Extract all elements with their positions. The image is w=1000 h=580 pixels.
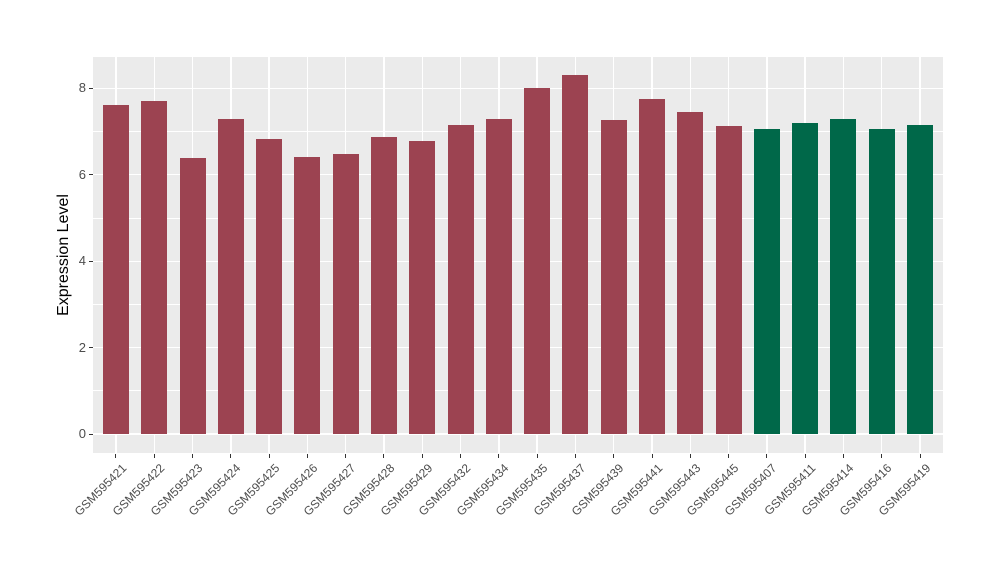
x-tick-mark — [498, 454, 500, 458]
bar-GSM595422 — [141, 101, 168, 434]
x-tick-mark — [115, 454, 117, 458]
gridline-minor — [93, 131, 943, 132]
y-tick-label: 0 — [78, 426, 86, 441]
x-tick-mark — [651, 454, 653, 458]
bar-GSM595445 — [715, 126, 742, 434]
gridline-major — [93, 87, 943, 90]
bar-GSM595441 — [639, 99, 665, 434]
bar-GSM595414 — [830, 118, 857, 434]
bar-GSM595426 — [294, 156, 321, 434]
x-tick-mark — [153, 454, 155, 458]
bar-GSM595443 — [677, 111, 704, 434]
bar-GSM595407 — [753, 128, 780, 434]
y-tick-mark — [89, 174, 93, 176]
bar-GSM595423 — [179, 157, 206, 434]
bar-GSM595439 — [600, 119, 627, 434]
bar-GSM595432 — [447, 125, 474, 434]
y-tick-label: 2 — [78, 339, 86, 355]
x-tick-mark — [383, 454, 385, 458]
x-tick-mark — [766, 454, 768, 458]
bar-GSM595435 — [524, 87, 551, 434]
x-tick-mark — [460, 454, 462, 458]
x-tick-mark — [919, 454, 921, 458]
y-tick-mark — [89, 347, 93, 349]
x-tick-mark — [574, 454, 576, 458]
x-tick-mark — [230, 454, 232, 458]
gridline-major — [93, 260, 943, 262]
gridline-minor — [93, 304, 943, 305]
bar-GSM595428 — [370, 137, 397, 434]
gridline-major — [93, 346, 943, 349]
gridline-minor — [93, 390, 943, 392]
x-tick-mark — [613, 454, 615, 458]
gridline-major — [93, 433, 943, 435]
chart-panel — [93, 57, 943, 453]
bar-GSM595424 — [217, 118, 244, 434]
bar-GSM595429 — [409, 141, 436, 434]
gridline-major — [93, 174, 943, 176]
y-tick-label: 6 — [78, 166, 86, 182]
y-tick-mark — [89, 260, 93, 262]
x-tick-mark — [728, 454, 730, 458]
y-tick-label: 8 — [78, 80, 86, 96]
x-tick-mark — [192, 454, 194, 458]
bar-GSM595411 — [792, 122, 819, 434]
x-tick-mark — [881, 454, 883, 458]
x-tick-mark — [842, 454, 844, 458]
x-tick-mark — [268, 454, 270, 458]
y-tick-label: 4 — [78, 253, 86, 269]
bar-GSM595437 — [562, 75, 589, 434]
bar-GSM595419 — [907, 124, 934, 434]
x-tick-mark — [421, 454, 423, 458]
bar-GSM595421 — [102, 104, 129, 434]
x-tick-mark — [689, 454, 691, 458]
x-tick-mark — [345, 454, 347, 458]
bar-GSM595434 — [485, 118, 512, 434]
bar-GSM595416 — [868, 128, 895, 434]
gridline-minor — [93, 217, 943, 219]
x-tick-mark — [536, 454, 538, 458]
x-tick-mark — [804, 454, 806, 458]
bar-GSM595427 — [332, 153, 359, 434]
x-tick-mark — [306, 454, 308, 458]
bar-GSM595425 — [256, 138, 283, 434]
y-tick-mark — [89, 433, 93, 435]
y-tick-mark — [89, 87, 93, 89]
